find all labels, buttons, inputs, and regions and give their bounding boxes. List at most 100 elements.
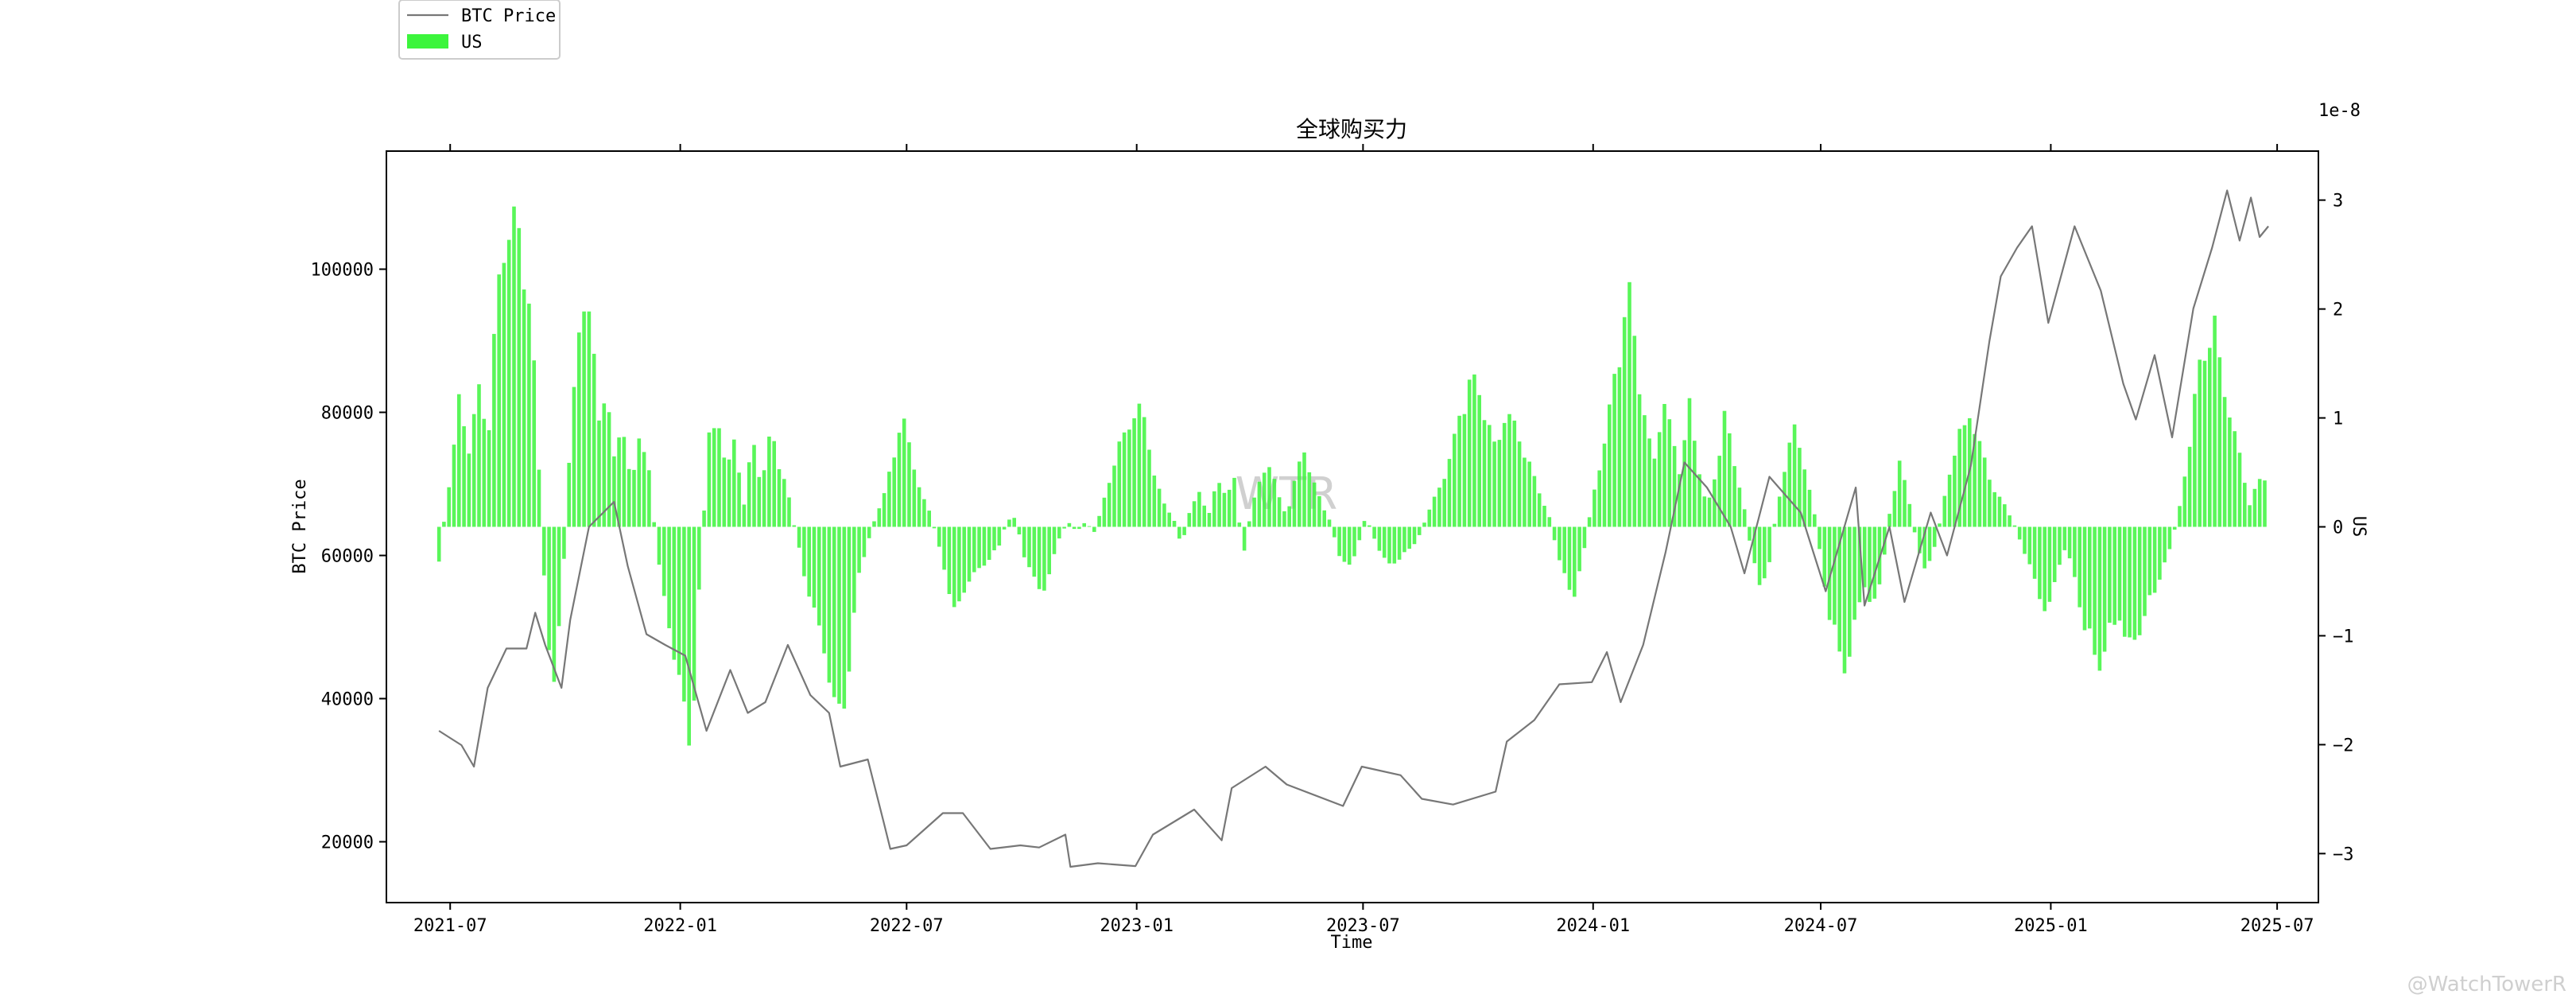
us-bar (1202, 505, 1206, 527)
us-bar (952, 526, 956, 608)
us-bar (1842, 526, 1847, 674)
us-bar (647, 470, 651, 527)
us-bar (552, 526, 557, 682)
us-bar (1997, 496, 2002, 527)
us-bar (1697, 474, 1701, 527)
us-bar (1748, 526, 1752, 541)
us-bar (642, 452, 646, 527)
us-bar (717, 428, 721, 527)
us-bar (1422, 522, 1426, 527)
us-bar (502, 262, 506, 527)
us-bar (1112, 465, 1116, 527)
us-bar (2198, 359, 2202, 527)
us-bar (622, 437, 627, 527)
us-bar (1357, 526, 1362, 541)
us-bar (1502, 422, 1507, 527)
us-bar (962, 526, 966, 593)
us-bar (1262, 472, 1267, 527)
us-bar (1938, 523, 1942, 527)
us-bar (1707, 497, 1712, 527)
us-bar (827, 526, 832, 683)
us-bar (452, 445, 456, 527)
us-bar (1282, 511, 1286, 527)
us-bar (1047, 526, 1051, 575)
us-bar (697, 526, 701, 590)
left-tick-label: 20000 (321, 833, 374, 853)
us-bar (542, 526, 546, 576)
x-tick-label: 2022-07 (870, 916, 944, 936)
us-bar (2073, 526, 2077, 577)
us-bar (932, 526, 937, 529)
us-bar (1177, 526, 1181, 539)
us-bar (987, 526, 991, 560)
us-bar (922, 499, 926, 527)
us-bar (1482, 420, 1487, 527)
us-bar (2147, 526, 2152, 596)
us-bar (807, 526, 811, 597)
us-bar (812, 526, 817, 608)
us-bar (977, 526, 981, 569)
us-bar (1397, 526, 1402, 560)
us-bar (1942, 495, 1947, 527)
us-bar (1947, 474, 1952, 527)
us-bar (732, 439, 736, 527)
us-bar (702, 511, 706, 527)
us-bar (2117, 526, 2122, 621)
us-bar (1392, 526, 1397, 564)
us-bar (1587, 517, 1592, 527)
us-bar (1567, 526, 1572, 590)
us-bar (557, 526, 561, 627)
legend-price-label: BTC Price (461, 6, 556, 26)
us-bar (982, 526, 987, 566)
us-bar (597, 420, 601, 527)
us-bar (577, 332, 581, 527)
us-bar (2172, 526, 2177, 530)
us-bar (1242, 526, 1247, 551)
us-bar (737, 472, 741, 527)
us-bar (2102, 526, 2107, 652)
us-bar (517, 227, 522, 527)
us-bar (1322, 510, 1326, 527)
us-bar (1237, 522, 1242, 527)
us-bar (832, 526, 836, 697)
us-bar (2213, 315, 2217, 527)
us-bar (1777, 496, 1782, 527)
us-bar (2077, 526, 2081, 608)
us-bar (1868, 526, 1872, 602)
us-bar (1962, 425, 1967, 527)
us-bar (1897, 460, 1902, 527)
us-bar (1822, 526, 1827, 587)
us-bar (1903, 480, 1907, 527)
us-bar (2217, 357, 2222, 527)
us-bar (1167, 512, 1171, 527)
us-bar (567, 463, 571, 527)
us-bar (436, 526, 441, 562)
us-bar (492, 333, 496, 527)
us-bar (2008, 515, 2012, 527)
us-bar (937, 526, 941, 547)
x-tick-label: 2022-01 (643, 916, 717, 936)
us-bar (447, 487, 451, 527)
us-bar (1807, 489, 1812, 527)
us-bar (1277, 497, 1282, 527)
us-bar (1552, 526, 1557, 541)
x-tick-label: 2024-07 (1784, 916, 1858, 936)
us-bar (1172, 521, 1177, 527)
us-bar (777, 469, 782, 527)
us-bar (867, 526, 871, 538)
us-bar (1107, 483, 1111, 527)
us-bar (1377, 526, 1382, 551)
us-bar (1837, 526, 1841, 652)
us-bar (957, 526, 961, 602)
us-bar (967, 526, 972, 582)
us-bar (2228, 418, 2232, 527)
us-bar (1453, 433, 1457, 527)
us-bar (1117, 441, 1122, 527)
us-bar (1302, 452, 1306, 527)
right-tick-label: 0 (2333, 518, 2343, 538)
us-bar (1312, 482, 1317, 527)
us-bar (442, 522, 446, 527)
us-bar (2043, 526, 2046, 612)
us-bar (1852, 526, 1856, 620)
us-bar (1352, 526, 1356, 557)
